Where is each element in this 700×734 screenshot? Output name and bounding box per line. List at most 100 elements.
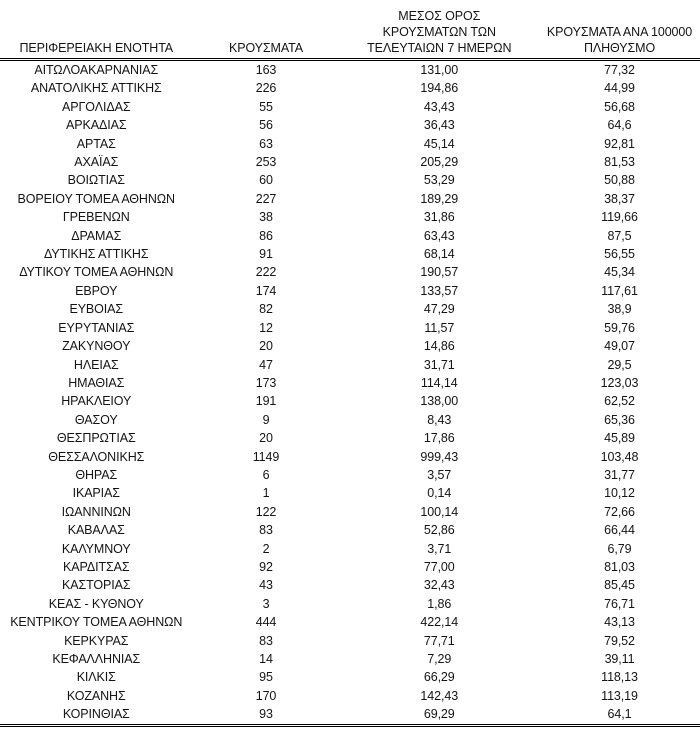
region-cell: ΑΧΑΪΑΣ [74,155,119,170]
col-header-avg7-line2: ΚΡΟΥΣΜΑΤΩΝ ΤΩΝ [382,25,496,39]
table-row: ΗΡΑΚΛΕΙΟΥ 191 138,00 62,52 [0,392,700,410]
cases-cell: 93 [259,707,273,722]
cases-cell: 92 [259,559,273,574]
per100k-cell: 81,03 [604,559,635,574]
table-row: ΔΥΤΙΚΟΥ ΤΟΜΕΑ ΑΘΗΝΩΝ 222 190,57 45,34 [0,263,700,281]
cases-cell: 56 [259,118,273,133]
cases-cell: 82 [259,302,273,317]
table-row: ΑΝΑΤΟΛΙΚΗΣ ΑΤΤΙΚΗΣ 226 194,86 44,99 [0,79,700,97]
region-cell: ΖΑΚΥΝΘΟΥ [62,339,131,354]
per100k-cell: 79,52 [604,633,635,648]
per100k-cell: 45,34 [604,265,635,280]
table-row: ΚΕΡΚΥΡΑΣ 83 77,71 79,52 [0,632,700,650]
per100k-cell: 29,5 [607,357,632,372]
avg7-cell: 142,43 [420,688,459,703]
region-cell: ΘΗΡΑΣ [75,467,118,482]
table-row: ΙΚΑΡΙΑΣ 1 0,14 10,12 [0,484,700,502]
region-cell: ΚΑΒΑΛΑΣ [67,523,125,538]
avg7-cell: 68,14 [423,247,455,262]
table-row: ΒΟΡΕΙΟΥ ΤΟΜΕΑ ΑΘΗΝΩΝ 227 189,29 38,37 [0,190,700,208]
cases-cell: 14 [259,652,273,666]
per100k-cell: 66,44 [604,523,635,538]
per100k-cell: 56,68 [604,99,635,114]
region-cell: ΚΕΡΚΥΡΑΣ [64,633,129,648]
cases-cell: 20 [259,339,273,354]
cases-cell: 170 [255,688,277,703]
table-row: ΚΕΑΣ - ΚΥΘΝΟΥ 3 1,86 76,71 [0,595,700,613]
cases-cell: 2 [262,541,270,556]
cases-cell: 122 [255,504,277,519]
region-cell: ΕΥΒΟΙΑΣ [69,302,124,317]
avg7-cell: 32,43 [423,578,455,593]
table-row: ΙΩΑΝΝΙΝΩΝ 122 100,14 72,66 [0,503,700,521]
region-cell: ΑΙΤΩΛΟΑΚΑΡΝΑΝΙΑΣ [34,63,159,77]
table-row: ΒΟΙΩΤΙΑΣ 60 53,29 50,88 [0,171,700,189]
avg7-cell: 7,29 [427,652,452,666]
region-cell: ΚΟΡΙΝΘΙΑΣ [62,707,130,722]
region-cell: ΕΥΡΥΤΑΝΙΑΣ [58,320,135,335]
cases-cell: 1 [262,486,270,501]
per100k-cell: 43,13 [604,615,635,630]
per100k-cell: 103,48 [600,449,639,464]
table-row: ΚΑΛΥΜΝΟΥ 2 3,71 6,79 [0,540,700,558]
table-row: ΔΥΤΙΚΗΣ ΑΤΤΙΚΗΣ 91 68,14 56,55 [0,245,700,263]
col-header-region-label: ΠΕΡΙΦΕΡΕΙΑΚΗ ΕΝΟΤΗΤΑ [19,41,174,55]
region-cell: ΗΜΑΘΙΑΣ [68,375,125,390]
cases-cell: 43 [259,578,273,593]
avg7-cell: 14,86 [423,339,455,354]
per100k-cell: 56,55 [604,247,635,262]
avg7-cell: 133,57 [420,283,459,298]
region-cell: ΚΙΛΚΙΣ [76,670,116,685]
avg7-cell: 11,57 [424,320,455,335]
region-cell: ΕΒΡΟΥ [75,283,118,298]
table-row: ΑΡΚΑΔΙΑΣ 56 36,43 64,6 [0,116,700,134]
avg7-cell: 0,14 [427,486,452,501]
avg7-cell: 52,86 [423,523,455,538]
avg7-cell: 17,86 [423,431,455,446]
table-row: ΘΕΣΣΑΛΟΝΙΚΗΣ 1149 999,43 103,48 [0,448,700,466]
cases-cell: 227 [255,191,277,206]
cases-cell: 63 [259,136,273,151]
avg7-cell: 31,71 [423,357,455,372]
table-body: ΑΙΤΩΛΟΑΚΑΡΝΑΝΙΑΣ 163 131,00 77,32 ΑΝΑΤΟΛΙΚΗΣ… [0,60,700,726]
per100k-cell: 38,9 [607,302,632,317]
table-row: ΕΥΒΟΙΑΣ 82 47,29 38,9 [0,300,700,318]
avg7-cell: 47,29 [423,302,455,317]
cases-cell: 83 [259,633,273,648]
per100k-cell: 64,6 [607,118,632,133]
col-header-per100k-line2: ΠΛΗΘΥΣΜΟ [583,41,656,55]
per100k-cell: 117,61 [601,283,638,298]
avg7-cell: 31,86 [423,210,455,225]
avg7-cell: 131,00 [420,63,459,77]
table-row: ΚΕΦΑΛΛΗΝΙΑΣ 14 7,29 39,11 [0,650,700,668]
region-cell: ΙΚΑΡΙΑΣ [72,486,120,501]
avg7-cell: 45,14 [423,136,455,151]
cases-cell: 55 [259,99,273,114]
table-row: ΚΑΒΑΛΑΣ 83 52,86 66,44 [0,521,700,539]
avg7-cell: 53,29 [423,173,455,188]
col-header-cases-label: ΚΡΟΥΣΜΑΤΑ [228,41,304,55]
region-cell: ΑΡΓΟΛΙΔΑΣ [62,99,131,114]
per100k-cell: 45,89 [604,431,635,446]
avg7-cell: 3,71 [427,541,452,556]
table-row: ΑΙΤΩΛΟΑΚΑΡΝΑΝΙΑΣ 163 131,00 77,32 [0,60,700,80]
region-cell: ΚΕΦΑΛΛΗΝΙΑΣ [52,652,141,666]
avg7-cell: 66,29 [423,670,455,685]
avg7-cell: 138,00 [420,394,459,409]
col-header-per100k: ΚΡΟΥΣΜΑΤΑ ΑΝΑ 100000 ΠΛΗΘΥΣΜΟ [539,0,700,61]
table-row: ΔΡΑΜΑΣ 86 63,43 87,5 [0,227,700,245]
per100k-cell: 64,1 [607,707,632,722]
table-row: ΚΟΡΙΝΘΙΑΣ 93 69,29 64,1 [0,705,700,725]
table-row: ΘΕΣΠΡΩΤΙΑΣ 20 17,86 45,89 [0,429,700,447]
per100k-cell: 119,66 [601,210,638,225]
col-header-avg7-line1: ΜΕΣΟΣ ΟΡΟΣ [398,9,481,23]
avg7-cell: 3,57 [427,467,452,482]
table-row: ΑΡΓΟΛΙΔΑΣ 55 43,43 56,68 [0,98,700,116]
table-row: ΚΙΛΚΙΣ 95 66,29 118,13 [0,668,700,686]
header-row: ΠΕΡΙΦΕΡΕΙΑΚΗ ΕΝΟΤΗΤΑ ΚΡΟΥΣΜΑΤΑ ΜΕΣΟΣ ΟΡΟ… [0,0,700,61]
avg7-cell: 77,71 [423,633,455,648]
cases-cell: 191 [255,394,277,409]
avg7-cell: 77,00 [423,559,455,574]
region-cell: ΗΛΕΙΑΣ [73,357,119,372]
